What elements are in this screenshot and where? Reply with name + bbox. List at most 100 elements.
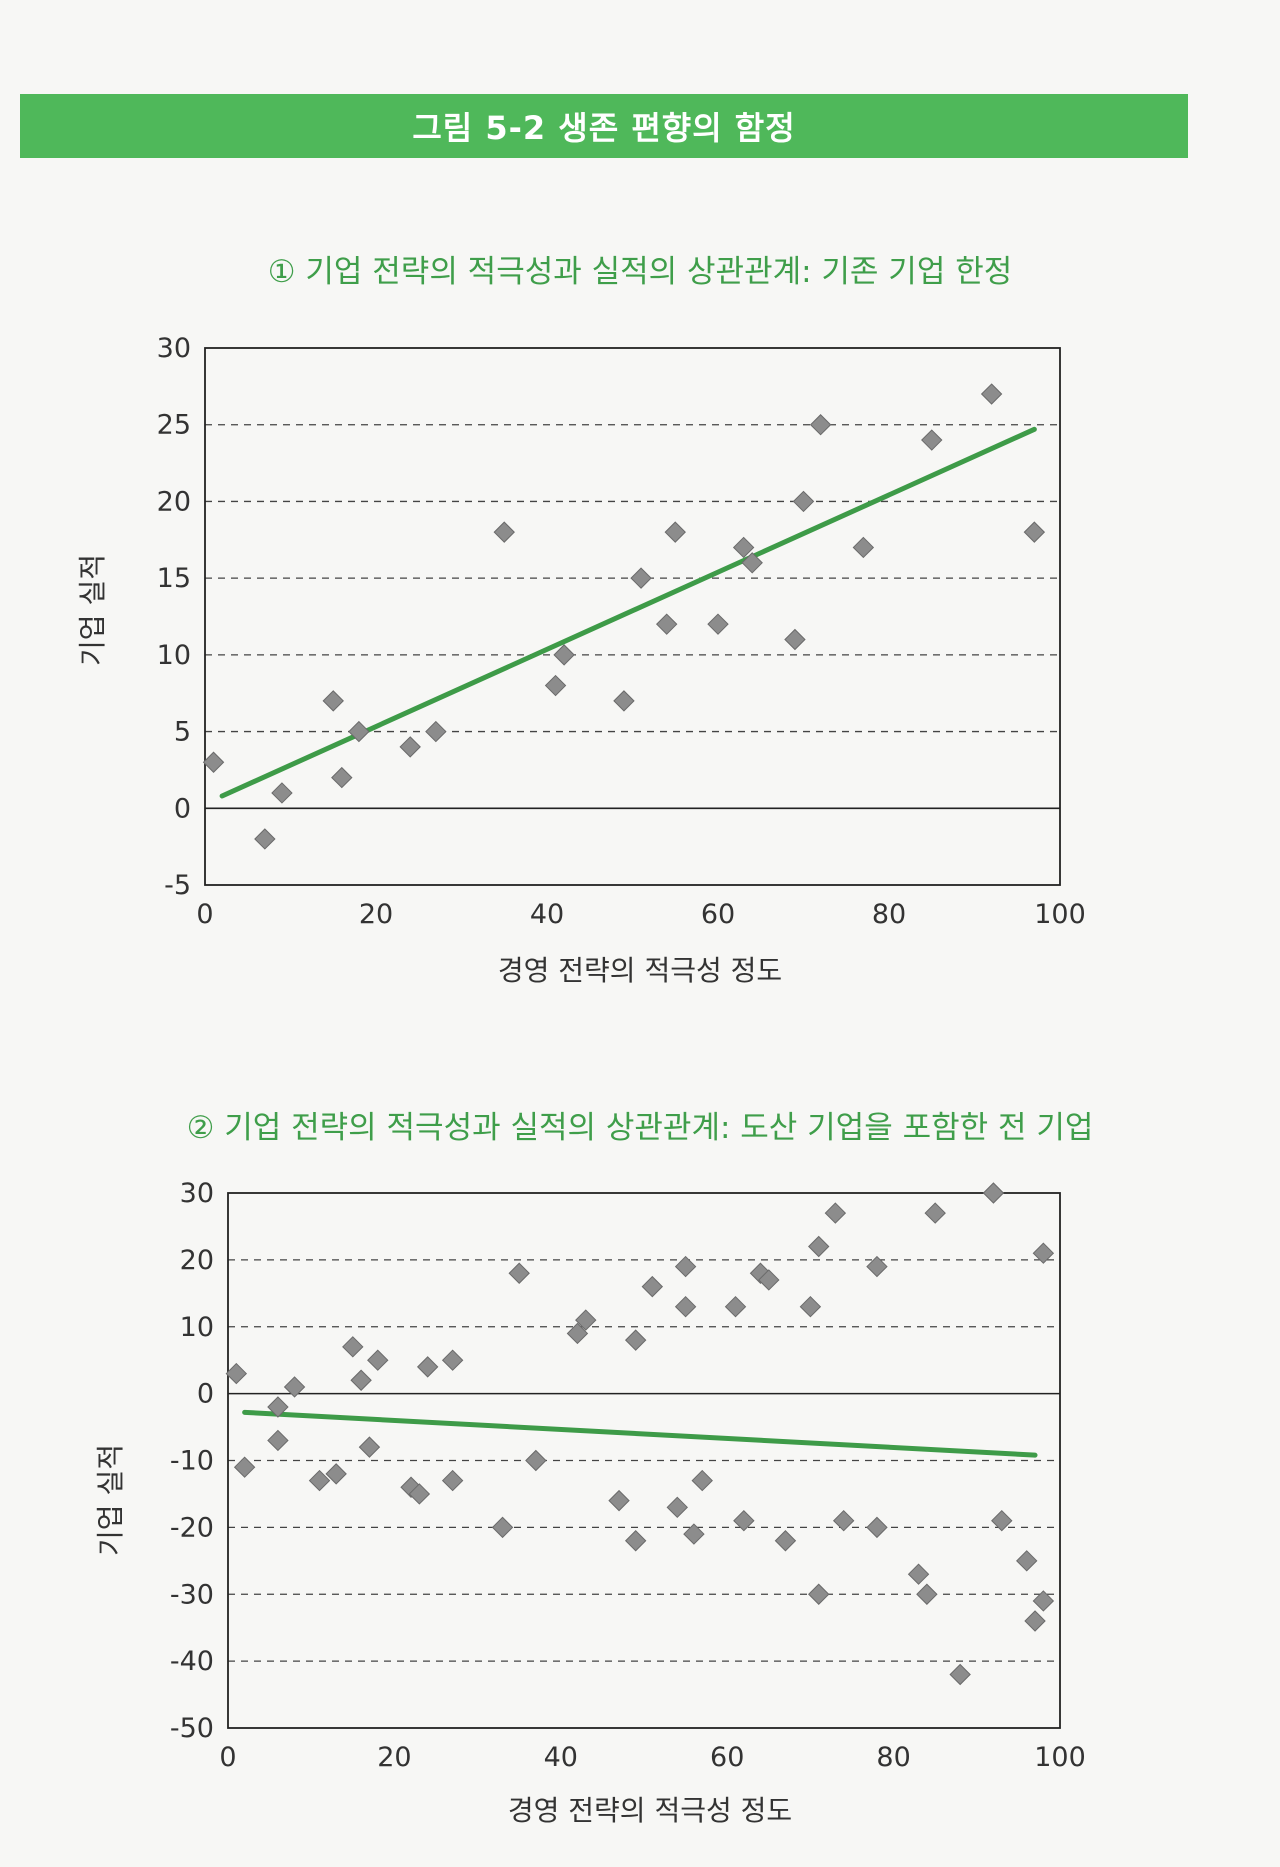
chart-2-data-point [1024, 1610, 1046, 1632]
chart-1-data-point [271, 782, 293, 804]
chart-1-frame [204, 347, 1061, 886]
chart-2-x-tick-label: 20 [377, 1742, 411, 1773]
chart-1-y-tick-label: 15 [157, 563, 191, 594]
chart-2-y-tick-label: -50 [170, 1713, 214, 1744]
chart-2-data-point [666, 1496, 688, 1519]
chart-1-data-point [322, 690, 344, 712]
chart-2-data-point [808, 1583, 830, 1605]
chart-1-x-ticks: 0 20 40 60 80 100 [196, 899, 1085, 930]
chart-2-data-point [267, 1396, 289, 1418]
chart-1-data-point [784, 628, 806, 651]
chart-2-y-tick-label: 30 [180, 1178, 214, 1209]
chart-1-grid [205, 424, 1060, 810]
chart-2-trendline-group [242, 1409, 1038, 1458]
chart-1-data-point [348, 720, 370, 743]
chart-1-data-point [655, 613, 678, 635]
chart-1-x-tick-label: 60 [701, 899, 735, 930]
chart-2-data-point [283, 1376, 306, 1398]
chart-2-data-point [799, 1295, 822, 1318]
chart-2-data-point [233, 1456, 256, 1478]
chart-2-data-point [624, 1329, 647, 1351]
chart-1-x-tick-label: 20 [359, 899, 393, 930]
chart-2-data-point [866, 1516, 888, 1539]
chart-2-x-tick-label: 100 [1034, 1742, 1086, 1773]
figure-banner: 그림 5-2 생존 편향의 함정 [20, 94, 1188, 158]
chart-2-data-point [674, 1295, 697, 1318]
chart-2-data-point [683, 1523, 705, 1545]
chart-2-data-point [866, 1255, 888, 1278]
chart-2-data-point [416, 1356, 439, 1378]
chart-1-data-point [331, 766, 353, 789]
chart-1-data-point [732, 536, 755, 559]
chart-1-y-tick-label: 20 [157, 486, 191, 517]
chart-2-data-point [982, 1182, 1005, 1204]
chart-2-data-point [325, 1463, 347, 1485]
chart-1-y-axis-label: 기업 실적 [76, 554, 109, 666]
chart-1-y-tick-label: -5 [164, 870, 191, 901]
chart-1-data-point [544, 674, 567, 697]
chart-2-data-point [916, 1583, 938, 1605]
chart-2-data-point [408, 1483, 431, 1505]
chart-1-trendline [219, 426, 1037, 799]
chart-2-grid [228, 1259, 1060, 1662]
chart-1-data-point [553, 644, 575, 666]
chart-1-data-point [493, 521, 515, 543]
chart-1-title: ① 기업 전략의 적극성과 실적의 상관관계: 기존 기업 한정 [267, 254, 1013, 290]
chart-1-y-tick-label: 10 [157, 640, 191, 671]
chart-2-data-point [774, 1530, 797, 1552]
chart-2-y-tick-label: 0 [197, 1379, 214, 1410]
chart-2-data-point [624, 1530, 647, 1552]
chart-1-x-tick-label: 40 [530, 899, 564, 930]
chart-2-data-point [924, 1202, 946, 1224]
chart-1-y-tick-label: 30 [157, 333, 191, 364]
chart-2-y-tick-label: 20 [180, 1245, 214, 1276]
chart-2-data-point [824, 1202, 847, 1224]
chart-2-y-tick-label: -40 [170, 1646, 214, 1677]
chart-1-x-tick-label: 80 [872, 899, 906, 930]
chart-2-x-tick-label: 40 [544, 1742, 578, 1773]
chart-2-title: ② 기업 전략의 적극성과 실적의 상관관계: 도산 기업을 포함한 전 기업 [186, 1110, 1094, 1146]
chart-2-data-point [832, 1509, 855, 1532]
chart-2-data-point [991, 1509, 1013, 1532]
chart-2-data-point [525, 1449, 547, 1472]
chart-1-data-point [707, 613, 729, 635]
chart-1-data-point [425, 720, 447, 743]
chart-1-y-tick-label: 25 [157, 410, 191, 441]
chart-2-data-point [491, 1516, 514, 1539]
chart-2-data-point [358, 1436, 381, 1458]
chart-2: -50 -40 -30 -20 -10 0 10 20 30 0 20 40 60 80 100 경영 전… [94, 1178, 1086, 1827]
chart-2-y-tick-label: -30 [170, 1579, 214, 1610]
chart-2-data-point [691, 1469, 713, 1492]
chart-2-x-tick-label: 80 [876, 1742, 910, 1773]
chart-1-data-point [741, 552, 763, 574]
chart-1-data-point [613, 690, 635, 712]
chart-1-x-axis-label: 경영 전략의 적극성 정도 [498, 954, 782, 987]
chart-2-x-tick-label: 60 [710, 1742, 744, 1773]
chart-1-points [202, 383, 1046, 850]
chart-2-y-tick-label: -20 [170, 1512, 214, 1543]
chart-2-data-point [1016, 1550, 1038, 1572]
chart-1-data-point [852, 536, 875, 559]
chart-1-data-point [202, 751, 225, 773]
chart-2-data-point [508, 1262, 530, 1284]
chart-2-points [225, 1182, 1055, 1686]
chart-2-data-point [907, 1563, 930, 1585]
chart-1-trendline-group [219, 426, 1037, 799]
chart-1-data-point [254, 828, 276, 850]
chart-2-data-point [367, 1349, 389, 1371]
chart-2-x-ticks: 0 20 40 60 80 100 [219, 1742, 1085, 1773]
chart-2-data-point [267, 1429, 289, 1452]
chart-1-data-point [664, 521, 686, 543]
chart-2-trendline [242, 1409, 1038, 1458]
chart-1-data-point [792, 490, 815, 513]
chart-2-data-point [566, 1322, 589, 1345]
chart-2-data-point [641, 1275, 664, 1298]
chart-2-frame [227, 1192, 1061, 1729]
chart-1-y-tick-label: 5 [174, 717, 191, 748]
chart-2-data-point [350, 1369, 372, 1391]
chart-1-plot-frame [204, 347, 1061, 886]
chart-2-y-tick-label: -10 [170, 1446, 214, 1477]
chart-2-data-point [949, 1663, 971, 1686]
chart-2-y-tick-label: 10 [180, 1312, 214, 1343]
